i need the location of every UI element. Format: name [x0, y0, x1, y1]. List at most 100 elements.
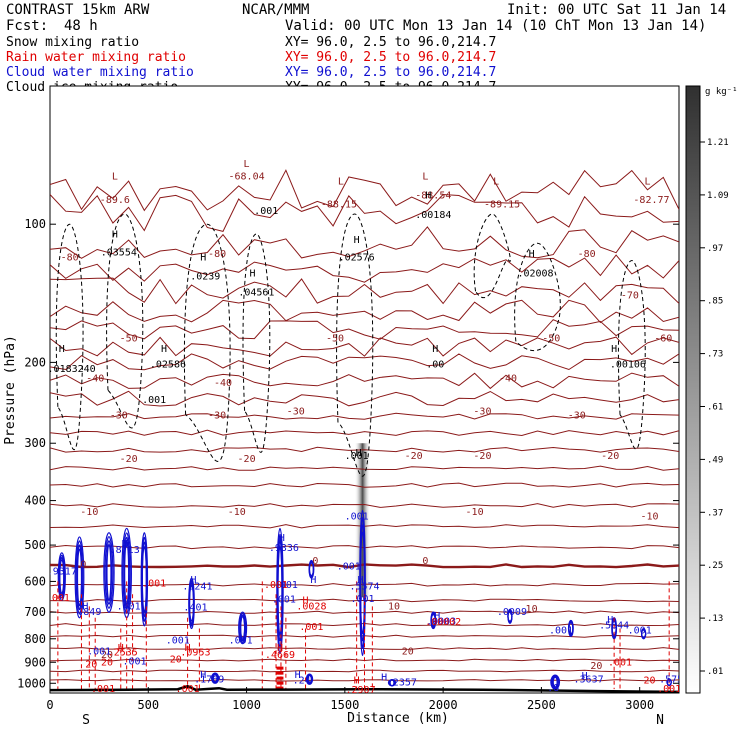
cloud-water-contour — [552, 676, 558, 688]
contour-value-label: H — [354, 675, 360, 686]
y-axis-title: Pressure (hPa) — [3, 335, 18, 445]
cloud-water-contour — [58, 554, 66, 599]
contour-value-label: .8241 — [182, 582, 212, 593]
cloud-water-contour — [306, 675, 313, 684]
colorbar-tick-label: 1.09 — [707, 191, 729, 201]
y-tick-label: 800 — [24, 632, 46, 646]
colorbar-tick-label: .25 — [707, 561, 723, 571]
cloud-water-contour — [75, 540, 84, 615]
contour-value-label: .401 — [117, 601, 141, 612]
terrain-line — [50, 684, 679, 693]
rain-water-contours — [57, 581, 670, 691]
field-xy-cloud-water: XY= 96.0, 2.5 to 96.0,214.7 — [285, 65, 496, 80]
contour-value-label: .5644 — [599, 621, 629, 632]
contour-value-label: .001 — [166, 636, 190, 647]
field-name-cloud-water: Cloud water mixing ratio — [6, 65, 194, 80]
isotherm-label: 0 — [80, 560, 86, 571]
x-tick-label: 1500 — [330, 698, 359, 712]
field-name-rain: Rain water mixing ratio — [6, 50, 186, 65]
contour-value-label: .0239 — [190, 272, 220, 283]
cloud-water-contour — [430, 614, 436, 627]
contour-value-label: .0003 — [426, 617, 456, 628]
cloud-water-contour — [276, 527, 284, 654]
isotherm-label: -82.77 — [633, 195, 669, 206]
contour-labels: -68.04 -89.6 -88.15 -88.54 -89.15 -82.77 -80 -8… — [48, 159, 681, 695]
contour-value-label: .0009 — [497, 607, 527, 618]
cloud-water-contour — [106, 544, 112, 601]
isotherm-label: -20 — [601, 451, 619, 462]
isotherm-line — [50, 669, 679, 673]
isotherm-line — [50, 390, 679, 407]
contour-value-label: H — [303, 595, 309, 606]
contour-value-label: L — [338, 177, 344, 188]
isotherm-line — [50, 429, 679, 437]
x-tick-label: 500 — [137, 698, 159, 712]
contour-value-label: .001 — [274, 580, 298, 591]
contour-value-label: .001 — [142, 395, 166, 406]
isotherm-label: -80 — [578, 249, 596, 260]
contour-value-label: 20 — [101, 658, 113, 669]
colorbar: g kg⁻¹ 1.21 1.09 .97 .85 .73 .61 .49 .37 .25 .13.… — [685, 85, 738, 694]
x-tick-label: 1000 — [232, 698, 261, 712]
colorbar-tick-label: 1.21 — [707, 138, 729, 148]
y-tick-label: 100 — [24, 217, 46, 231]
init-time: Init: 00 UTC Sat 11 Jan 14 — [507, 2, 726, 18]
cloud-water-contour — [239, 613, 247, 643]
isotherm-label: 10 — [388, 601, 400, 612]
contour-value-label: .2535 — [108, 648, 138, 659]
cloud-water-contour — [141, 546, 147, 613]
isotherm-label: -30 — [287, 407, 305, 418]
isotherm-label: 20 — [101, 650, 113, 661]
colorbar-tick-label: .37 — [707, 508, 723, 518]
cloud-water-contour — [641, 629, 647, 638]
isotherm-line — [50, 336, 679, 357]
isotherm-label: -20 — [405, 451, 423, 462]
contour-value-label: .1769 — [194, 674, 224, 685]
contour-value-label: H — [434, 611, 440, 622]
x-tick-label: 3000 — [625, 698, 654, 712]
isotherm-label: -30 — [110, 410, 128, 421]
contour-value-label: .001 — [87, 646, 111, 657]
contour-value-label: .8713 — [110, 545, 140, 556]
contour-value-label: .0183240 — [48, 364, 96, 375]
contour-value-label: L — [112, 172, 118, 183]
contour-value-label: H — [582, 671, 588, 682]
contour-value-label: .001 — [122, 656, 146, 667]
contour-value-label: H — [356, 448, 362, 459]
cloud-water-contour — [188, 577, 195, 630]
cloud-water-contour — [389, 679, 395, 687]
contour-value-label: .0028 — [296, 601, 326, 612]
y-tick-label: 400 — [24, 494, 46, 508]
isotherm-label: -30 — [208, 410, 226, 421]
isotherm-line — [50, 254, 679, 283]
contour-value-label: H — [425, 191, 431, 202]
contour-value-label: H — [295, 670, 301, 681]
contour-value-label: .9336 — [269, 543, 299, 554]
isotherm-label: -20 — [238, 454, 256, 465]
cloud-water-contour — [140, 532, 149, 627]
contour-value-label: .001 — [91, 684, 115, 695]
isotherm-label: -88.15 — [321, 200, 357, 211]
cloud-water-contour — [551, 675, 560, 690]
isotherm-label: 20 — [402, 646, 414, 657]
contour-value-label: .02008 — [517, 269, 553, 280]
contour-value-label: 20 — [85, 660, 97, 671]
contour-value-label: .00184 — [415, 210, 451, 221]
isotherm-line — [50, 193, 679, 232]
cloud-water-contour — [188, 585, 195, 622]
colorbar-tick-label: .49 — [707, 455, 723, 465]
contour-value-label: .001 — [299, 622, 323, 633]
snow-contour — [106, 213, 144, 429]
contour-value-label: .02576 — [339, 253, 375, 264]
cloud-water-contour — [212, 673, 218, 683]
contour-value-label: H — [249, 269, 255, 280]
isotherm-line — [50, 319, 679, 340]
contour-value-label: .001 — [345, 451, 369, 462]
contour-value-label: H — [277, 643, 283, 654]
contour-value-label: .849 — [77, 607, 101, 618]
contour-value-label: .5574 — [349, 582, 379, 593]
isotherm-line — [50, 482, 679, 488]
cloud-water-contour — [57, 552, 66, 602]
contour-value-label: .001 — [657, 684, 681, 695]
